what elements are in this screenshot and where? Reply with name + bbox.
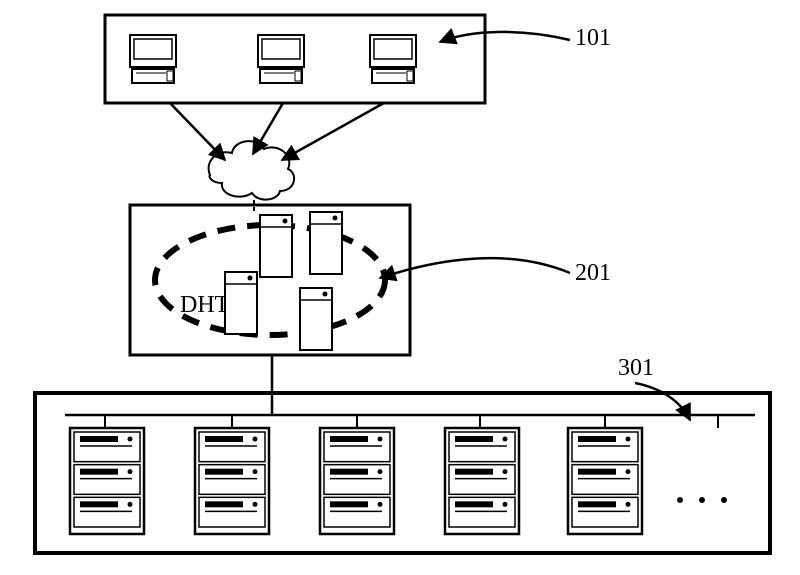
storage-server [445, 428, 519, 534]
ellipsis-dot [721, 497, 727, 503]
storage-server [195, 428, 269, 534]
storage-server [568, 428, 642, 534]
arrow-to-cloud [253, 103, 283, 154]
dht-server [310, 212, 342, 274]
client-computer [258, 35, 304, 83]
arrow-to-cloud [282, 103, 384, 160]
dht-server [225, 272, 257, 334]
arrow-to-cloud [170, 103, 225, 160]
dht-server [300, 288, 332, 350]
ellipsis-dot [677, 497, 683, 503]
cloud-icon [209, 141, 295, 199]
dht-server [260, 215, 292, 277]
callout-201: 201 [575, 260, 611, 286]
architecture-diagram: DHT 101 201 301 [0, 0, 800, 575]
ellipsis-dot [699, 497, 705, 503]
dht-text: DHT [180, 292, 230, 318]
callout-101-arrow [440, 32, 570, 42]
storage-server [70, 428, 144, 534]
client-computer [130, 35, 176, 83]
storage-server [320, 428, 394, 534]
callout-301: 301 [618, 355, 654, 381]
callout-101: 101 [575, 25, 611, 51]
client-computer [370, 35, 416, 83]
